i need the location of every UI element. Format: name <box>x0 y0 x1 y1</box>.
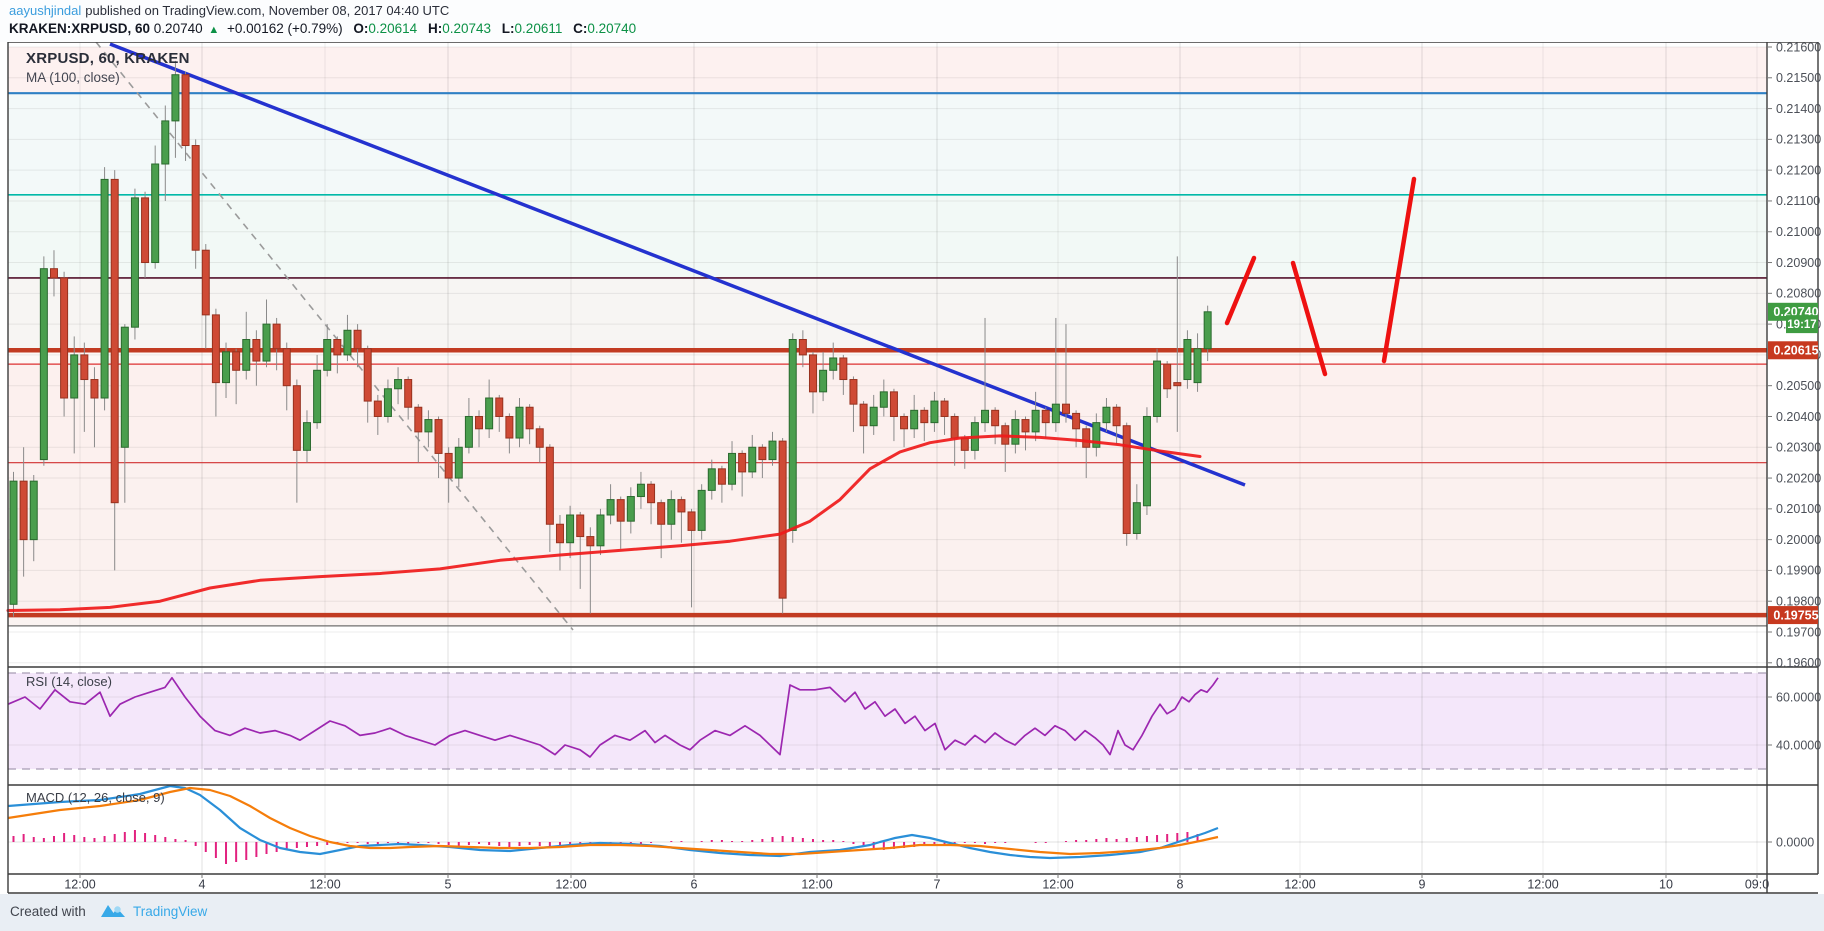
svg-text:12:00: 12:00 <box>555 877 586 891</box>
symbol-name: KRAKEN:XRPUSD, 60 <box>9 21 151 36</box>
svg-text:12:00: 12:00 <box>1042 877 1073 891</box>
publish-header: aayushjindal published on TradingView.com… <box>0 0 1824 42</box>
projection-arrows <box>1224 176 1417 377</box>
candle-bodies <box>9 74 1212 605</box>
low-value: 0.20611 <box>514 21 563 36</box>
macd-panel <box>7 784 1219 864</box>
svg-text:10: 10 <box>1659 877 1673 891</box>
svg-text:0.20615: 0.20615 <box>1773 344 1818 358</box>
time-axis: 12:00 4 12:00 5 12:00 6 12:00 7 12:00 8 12:00 9 12:0… <box>64 874 1769 891</box>
price-background-bands <box>8 42 1818 893</box>
published-text: published on TradingView.com, November 0… <box>85 3 450 18</box>
svg-text:0.20100: 0.20100 <box>1776 502 1821 516</box>
price-change: +0.00162 (+0.79%) <box>227 21 343 36</box>
svg-text:0.21400: 0.21400 <box>1776 102 1821 116</box>
tradingview-brand-link[interactable]: TradingView <box>133 904 208 919</box>
symbol-line: KRAKEN:XRPUSD, 60 0.20740 ▲ +0.00162 (+0… <box>9 21 636 36</box>
legend-ma-indicator[interactable]: MA (100, close) <box>26 70 120 85</box>
svg-text:0.21500: 0.21500 <box>1776 71 1821 85</box>
svg-text:0.21200: 0.21200 <box>1776 163 1821 177</box>
svg-text:0.19700: 0.19700 <box>1776 625 1821 639</box>
svg-text:0.20800: 0.20800 <box>1776 287 1821 301</box>
svg-text:12:00: 12:00 <box>801 877 832 891</box>
rsi-panel <box>7 672 1767 770</box>
svg-text:09:0: 09:0 <box>1745 877 1769 891</box>
svg-text:12:00: 12:00 <box>1527 877 1558 891</box>
svg-text:5: 5 <box>445 877 452 891</box>
svg-text:9: 9 <box>1419 877 1426 891</box>
svg-text:0.21000: 0.21000 <box>1776 225 1821 239</box>
svg-text:0.19900: 0.19900 <box>1776 564 1821 578</box>
created-with-text: Created with <box>10 904 86 919</box>
close-value: 0.20740 <box>587 21 637 36</box>
svg-text:60.0000: 60.0000 <box>1776 690 1821 704</box>
svg-text:0.21300: 0.21300 <box>1776 133 1821 147</box>
chart-legend: XRPUSD, 60, KRAKEN MA (100, close) <box>26 50 190 85</box>
svg-text:0.20900: 0.20900 <box>1776 256 1821 270</box>
svg-text:19:17: 19:17 <box>1787 319 1816 331</box>
svg-text:0.21600: 0.21600 <box>1776 40 1821 54</box>
tradingview-logo-icon[interactable] <box>100 902 126 922</box>
high-label: H: <box>427 21 443 36</box>
svg-text:7: 7 <box>934 877 941 891</box>
svg-text:0.20300: 0.20300 <box>1776 441 1821 455</box>
high-value: 0.20743 <box>442 21 492 36</box>
svg-text:0.20500: 0.20500 <box>1776 379 1821 393</box>
svg-text:0.19755: 0.19755 <box>1773 608 1818 622</box>
svg-text:0.21100: 0.21100 <box>1776 194 1820 208</box>
svg-text:12:00: 12:00 <box>64 877 95 891</box>
svg-text:12:00: 12:00 <box>309 877 340 891</box>
footer: Created with TradingView <box>0 894 1824 931</box>
svg-text:0.20000: 0.20000 <box>1776 533 1821 547</box>
svg-text:8: 8 <box>1177 877 1184 891</box>
low-label: L: <box>501 21 515 36</box>
horizontal-levels <box>8 92 1767 627</box>
svg-text:0.20200: 0.20200 <box>1776 471 1821 485</box>
svg-text:0.0000: 0.0000 <box>1776 835 1814 849</box>
svg-text:4: 4 <box>199 877 206 891</box>
svg-text:0.19600: 0.19600 <box>1776 656 1821 670</box>
panel-borders <box>7 41 1819 894</box>
author-link[interactable]: aayushjindal <box>9 3 82 18</box>
gridlines <box>8 42 1767 874</box>
macd-indicator-label[interactable]: MACD (12, 26, close, 9) <box>26 790 165 805</box>
ma100-line <box>6 434 1202 612</box>
legend-symbol[interactable]: XRPUSD, 60, KRAKEN <box>26 50 190 67</box>
close-label: C: <box>573 21 588 36</box>
up-arrow-icon: ▲ <box>208 24 220 36</box>
svg-text:40.0000: 40.0000 <box>1776 738 1821 752</box>
open-label: O: <box>353 21 369 36</box>
open-value: 0.20614 <box>368 21 418 36</box>
svg-text:0.19800: 0.19800 <box>1776 595 1821 609</box>
publish-line: aayushjindal published on TradingView.com… <box>9 3 449 18</box>
rsi-indicator-label[interactable]: RSI (14, close) <box>26 674 112 689</box>
svg-text:0.20400: 0.20400 <box>1776 410 1821 424</box>
svg-text:6: 6 <box>691 877 698 891</box>
svg-text:12:00: 12:00 <box>1284 877 1315 891</box>
last-price: 0.20740 <box>153 21 203 36</box>
